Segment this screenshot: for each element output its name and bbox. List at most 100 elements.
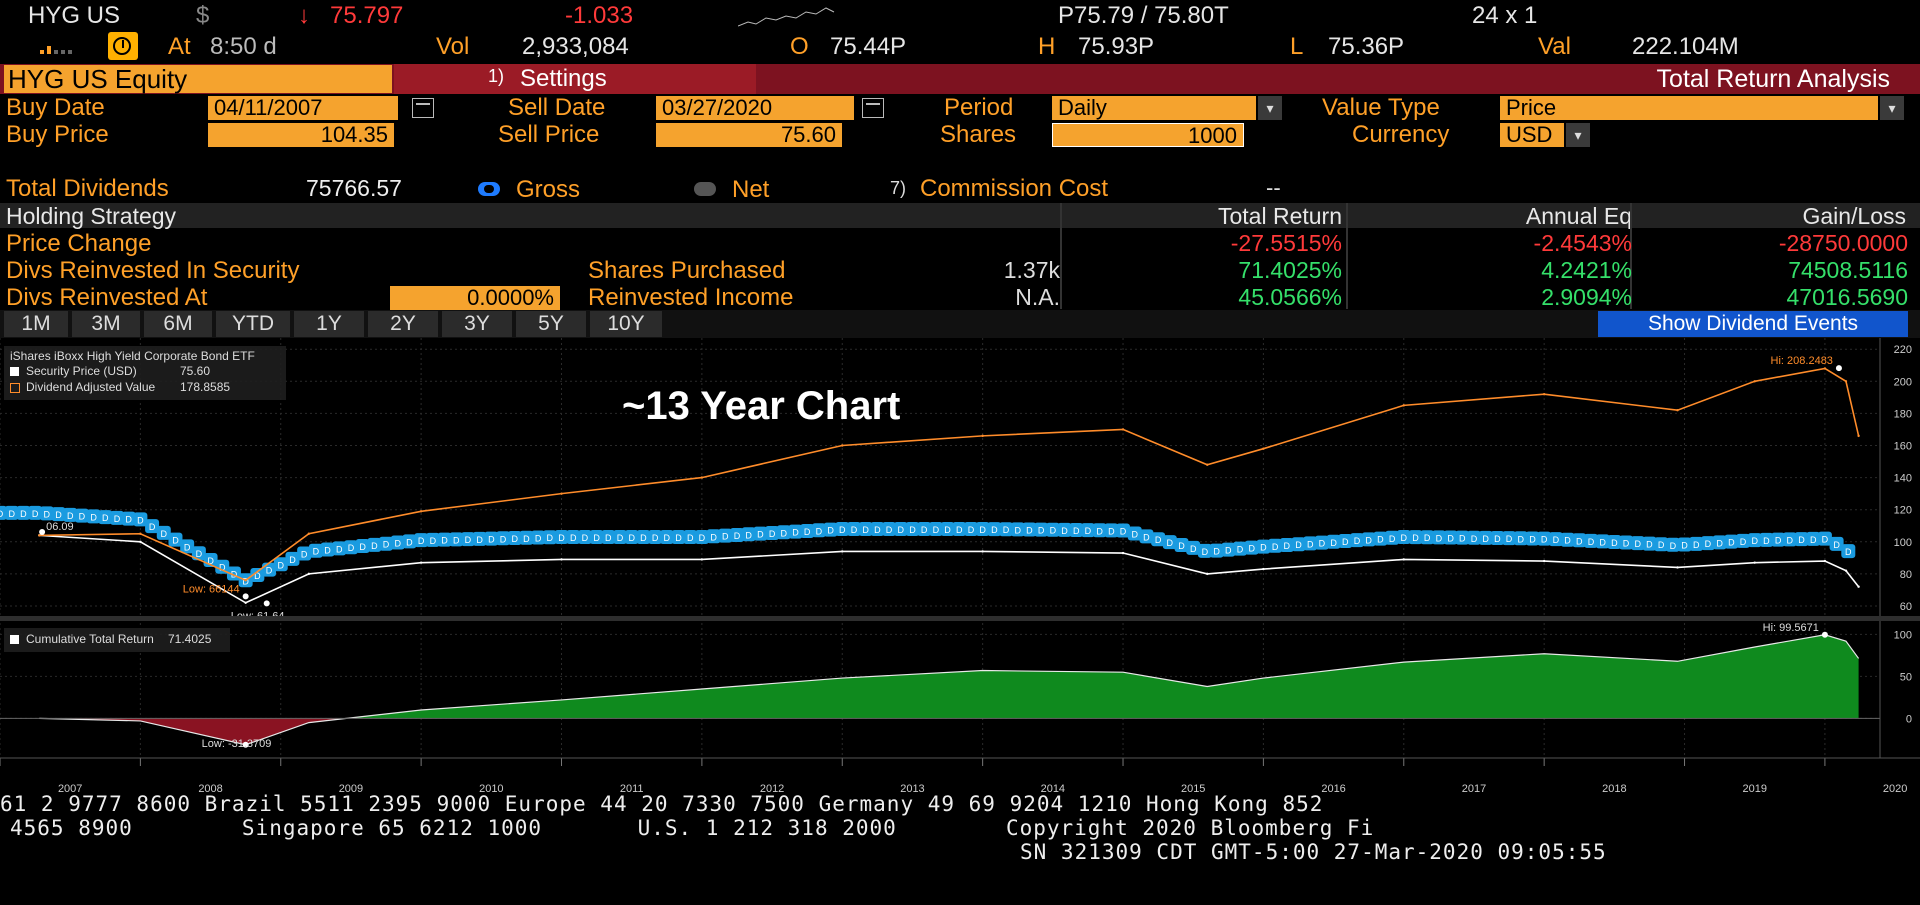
dividend-event-marker[interactable]: D	[1771, 532, 1786, 547]
dividend-event-marker[interactable]: D	[1478, 530, 1493, 545]
dividend-event-marker[interactable]: D	[753, 526, 768, 541]
dividend-event-marker[interactable]: D	[250, 567, 265, 582]
calendar-icon[interactable]	[862, 98, 884, 118]
show-dividend-events-button[interactable]: Show Dividend Events	[1598, 311, 1908, 337]
dividend-event-marker[interactable]: D	[1420, 530, 1435, 545]
dividend-event-marker[interactable]: D	[1116, 523, 1131, 538]
dividend-event-marker[interactable]: D	[449, 532, 464, 547]
dividend-event-marker[interactable]: D	[519, 530, 534, 545]
dividend-event-marker[interactable]: D	[1689, 536, 1704, 551]
dividend-event-marker[interactable]: D	[297, 546, 312, 561]
sell-price-field[interactable]: 75.60	[656, 123, 842, 147]
chevron-down-icon[interactable]: ▾	[1258, 96, 1282, 120]
dividend-event-marker[interactable]: D	[1022, 522, 1037, 537]
dividend-event-marker[interactable]: D	[28, 505, 43, 520]
dividend-event-marker[interactable]: D	[940, 521, 955, 536]
dividend-event-marker[interactable]: D	[882, 521, 897, 536]
dividend-event-marker[interactable]: D	[1268, 538, 1283, 553]
dividend-event-marker[interactable]: D	[589, 529, 604, 544]
dividend-event-marker[interactable]: D	[1817, 531, 1832, 546]
dividend-event-marker[interactable]: D	[718, 528, 733, 543]
dividend-event-marker[interactable]: D	[109, 510, 124, 525]
tab-1m[interactable]: 1M	[4, 311, 68, 337]
dividend-event-marker[interactable]: D	[729, 527, 744, 542]
dividend-event-marker[interactable]: D	[156, 525, 171, 540]
dividend-event-marker[interactable]: D	[1502, 531, 1517, 546]
tab-6m[interactable]: 6M	[144, 311, 212, 337]
dividend-event-marker[interactable]: D	[460, 532, 475, 547]
chevron-down-icon[interactable]: ▾	[1566, 123, 1590, 147]
dividend-event-marker[interactable]: D	[1338, 533, 1353, 548]
dividend-event-marker[interactable]: D	[1057, 522, 1072, 537]
dividend-event-marker[interactable]: D	[308, 543, 323, 558]
dividend-event-marker[interactable]: D	[1197, 543, 1212, 558]
dividend-event-marker[interactable]: D	[414, 533, 429, 548]
dividend-event-marker[interactable]: D	[425, 532, 440, 547]
tab-3m[interactable]: 3M	[72, 311, 140, 337]
dividend-event-marker[interactable]: D	[507, 531, 522, 546]
dividend-event-marker[interactable]: D	[437, 532, 452, 547]
dividend-event-marker[interactable]: D	[1583, 533, 1598, 548]
tab-5y[interactable]: 5Y	[516, 311, 586, 337]
dividend-event-marker[interactable]: D	[496, 531, 511, 546]
dividend-event-marker[interactable]: D	[1010, 522, 1025, 537]
dividend-event-marker[interactable]: D	[1291, 537, 1306, 552]
tab-1y[interactable]: 1Y	[294, 311, 364, 337]
dividend-event-marker[interactable]: D	[846, 521, 861, 536]
dividend-event-marker[interactable]: D	[648, 529, 663, 544]
dividend-event-marker[interactable]: D	[1759, 532, 1774, 547]
panel-divider[interactable]	[0, 616, 1920, 621]
dividend-event-marker[interactable]: D	[1513, 531, 1528, 546]
dividend-event-marker[interactable]: D	[273, 557, 288, 572]
dividend-event-marker[interactable]: D	[1244, 540, 1259, 555]
commission-button[interactable]: Commission Cost	[920, 175, 1109, 202]
settings-button[interactable]: 1) Settings	[394, 64, 756, 94]
sell-date-field[interactable]: 03/27/2020	[656, 96, 854, 120]
dividend-event-marker[interactable]: D	[320, 542, 335, 557]
dividend-event-marker[interactable]: D	[1069, 523, 1084, 538]
dividend-event-marker[interactable]: D	[577, 529, 592, 544]
dividend-event-marker[interactable]: D	[999, 522, 1014, 537]
dividend-event-marker[interactable]: D	[74, 508, 89, 523]
dividend-event-marker[interactable]: D	[1233, 541, 1247, 556]
dividend-event-marker[interactable]: D	[1525, 531, 1540, 546]
dividend-event-marker[interactable]: D	[1619, 535, 1634, 550]
dividend-event-marker[interactable]: D	[987, 522, 1002, 537]
dividend-event-marker[interactable]: D	[975, 521, 990, 536]
dividend-event-marker[interactable]: D	[1092, 523, 1107, 538]
dividend-event-marker[interactable]: D	[963, 521, 978, 536]
dividend-event-marker[interactable]: D	[1841, 544, 1856, 559]
calendar-icon[interactable]	[412, 98, 434, 118]
dividend-event-marker[interactable]: D	[554, 529, 569, 544]
tab-10y[interactable]: 10Y	[590, 311, 662, 337]
dividend-event-marker[interactable]: D	[86, 509, 101, 524]
dividend-event-marker[interactable]: D	[1373, 531, 1388, 546]
dividend-event-marker[interactable]: D	[63, 507, 78, 522]
tab-ytd[interactable]: YTD	[216, 311, 290, 337]
dividend-event-marker[interactable]: D	[332, 541, 347, 556]
dividend-event-marker[interactable]: D	[683, 529, 698, 544]
dividend-event-marker[interactable]: D	[613, 529, 627, 544]
dividend-event-marker[interactable]: D	[917, 521, 932, 536]
dividend-event-marker[interactable]: D	[1034, 522, 1049, 537]
shares-field[interactable]: 1000	[1052, 123, 1244, 148]
dividend-event-marker[interactable]: D	[1385, 530, 1400, 545]
dividend-event-marker[interactable]: D	[285, 551, 300, 566]
dividend-event-marker[interactable]: D	[1794, 532, 1809, 547]
security-field[interactable]: HYG US Equity	[4, 65, 392, 93]
dividend-event-marker[interactable]: D	[51, 507, 66, 522]
dividend-event-marker[interactable]: D	[484, 531, 499, 546]
dividend-event-marker[interactable]: D	[928, 521, 943, 536]
dividend-event-marker[interactable]: D	[566, 529, 581, 544]
dividend-event-marker[interactable]: D	[180, 539, 195, 554]
dividend-event-marker[interactable]: D	[1595, 534, 1610, 549]
dividend-event-marker[interactable]: D	[1314, 535, 1329, 550]
dividend-event-marker[interactable]: D	[133, 512, 148, 527]
dividend-event-marker[interactable]: D	[343, 540, 358, 555]
dividend-event-marker[interactable]: D	[1349, 533, 1364, 548]
dividend-event-marker[interactable]: D	[379, 536, 394, 551]
dividend-event-marker[interactable]: D	[870, 521, 885, 536]
dividend-event-marker[interactable]: D	[1724, 534, 1739, 549]
dividend-event-marker[interactable]: D	[1466, 530, 1481, 545]
